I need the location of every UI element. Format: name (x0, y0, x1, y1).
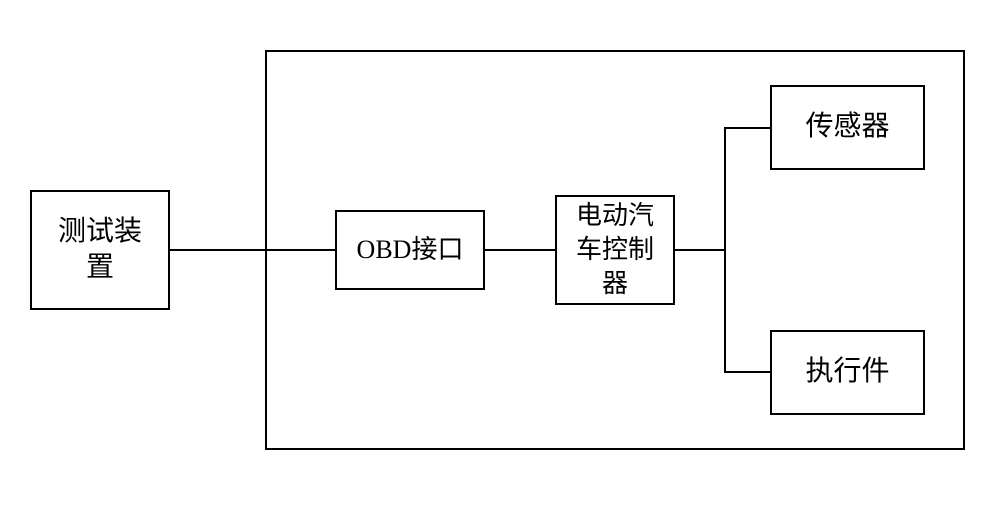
node-actuator: 执行件 (770, 330, 925, 415)
block-diagram: 测试装 置 OBD接口 电动汽 车控制 器 传感器 执行件 (30, 50, 970, 450)
edge-controller-right (675, 249, 725, 251)
edge-test-to-obd (170, 249, 335, 251)
edge-junction-to-sensor (724, 127, 770, 129)
label-obd-interface: OBD接口 (357, 233, 464, 267)
node-obd-interface: OBD接口 (335, 210, 485, 290)
node-test-device: 测试装 置 (30, 190, 170, 310)
edge-vertical-junction (724, 127, 726, 372)
node-sensor: 传感器 (770, 85, 925, 170)
label-actuator: 执行件 (805, 354, 889, 390)
edge-junction-to-actuator (724, 371, 770, 373)
label-sensor: 传感器 (805, 109, 889, 145)
label-ev-controller: 电动汽 车控制 器 (576, 199, 654, 300)
edge-obd-to-controller (485, 249, 555, 251)
node-ev-controller: 电动汽 车控制 器 (555, 195, 675, 305)
label-test-device: 测试装 置 (58, 214, 142, 287)
